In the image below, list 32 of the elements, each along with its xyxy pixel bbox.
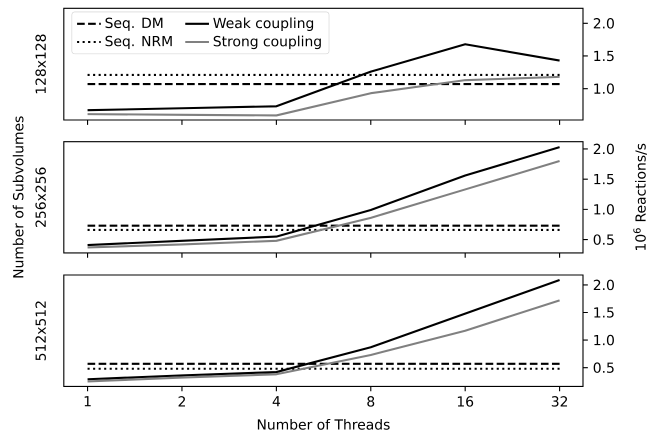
- x-tick-label: 1: [84, 396, 91, 406]
- x-tick-label: 8: [367, 396, 374, 407]
- y-tick-label: 2.0: [594, 280, 614, 290]
- y-tick-label: 1.5: [594, 307, 614, 318]
- legend-label: Seq. DM: [106, 18, 162, 31]
- legend-label: Strong coupling: [214, 36, 321, 50]
- line-series: [86, 76, 561, 116]
- y-tick-label: 2.0: [594, 18, 614, 29]
- y-tick-label: 2.0: [594, 144, 614, 154]
- x-tick-label: 4: [272, 396, 280, 406]
- line-series: [86, 299, 561, 382]
- y-axis-title: 512x512: [35, 301, 46, 360]
- x-axis-title: Number of Threads: [258, 418, 390, 430]
- y-tick-label: 1.5: [594, 50, 614, 62]
- y-tick-label: 1.5: [594, 174, 614, 184]
- line-series: [86, 146, 561, 246]
- legend-label: Weak coupling: [213, 17, 314, 31]
- y-tick-label: 0.5: [594, 234, 614, 245]
- y-axis-title: 256x256: [35, 168, 46, 227]
- line-series: [86, 160, 561, 248]
- y-tick-label: 1.0: [594, 83, 614, 94]
- line-series: [86, 278, 561, 380]
- text: Number of Subvolumes: [12, 116, 24, 278]
- legend-label: Seq. NRM: [106, 36, 172, 50]
- y-tick-label: 0.5: [594, 362, 614, 373]
- y-tick-label: 1.0: [594, 334, 614, 346]
- x-tick-label: 32: [552, 396, 568, 407]
- y2-axis-title: 10$^{6}$ Reactions/s: [633, 144, 647, 250]
- y-tick-label: 1.0: [594, 204, 614, 215]
- x-tick-label: 16: [458, 396, 474, 407]
- x-tick-label: 2: [178, 396, 185, 406]
- y-axis-title: 128x128: [35, 34, 46, 94]
